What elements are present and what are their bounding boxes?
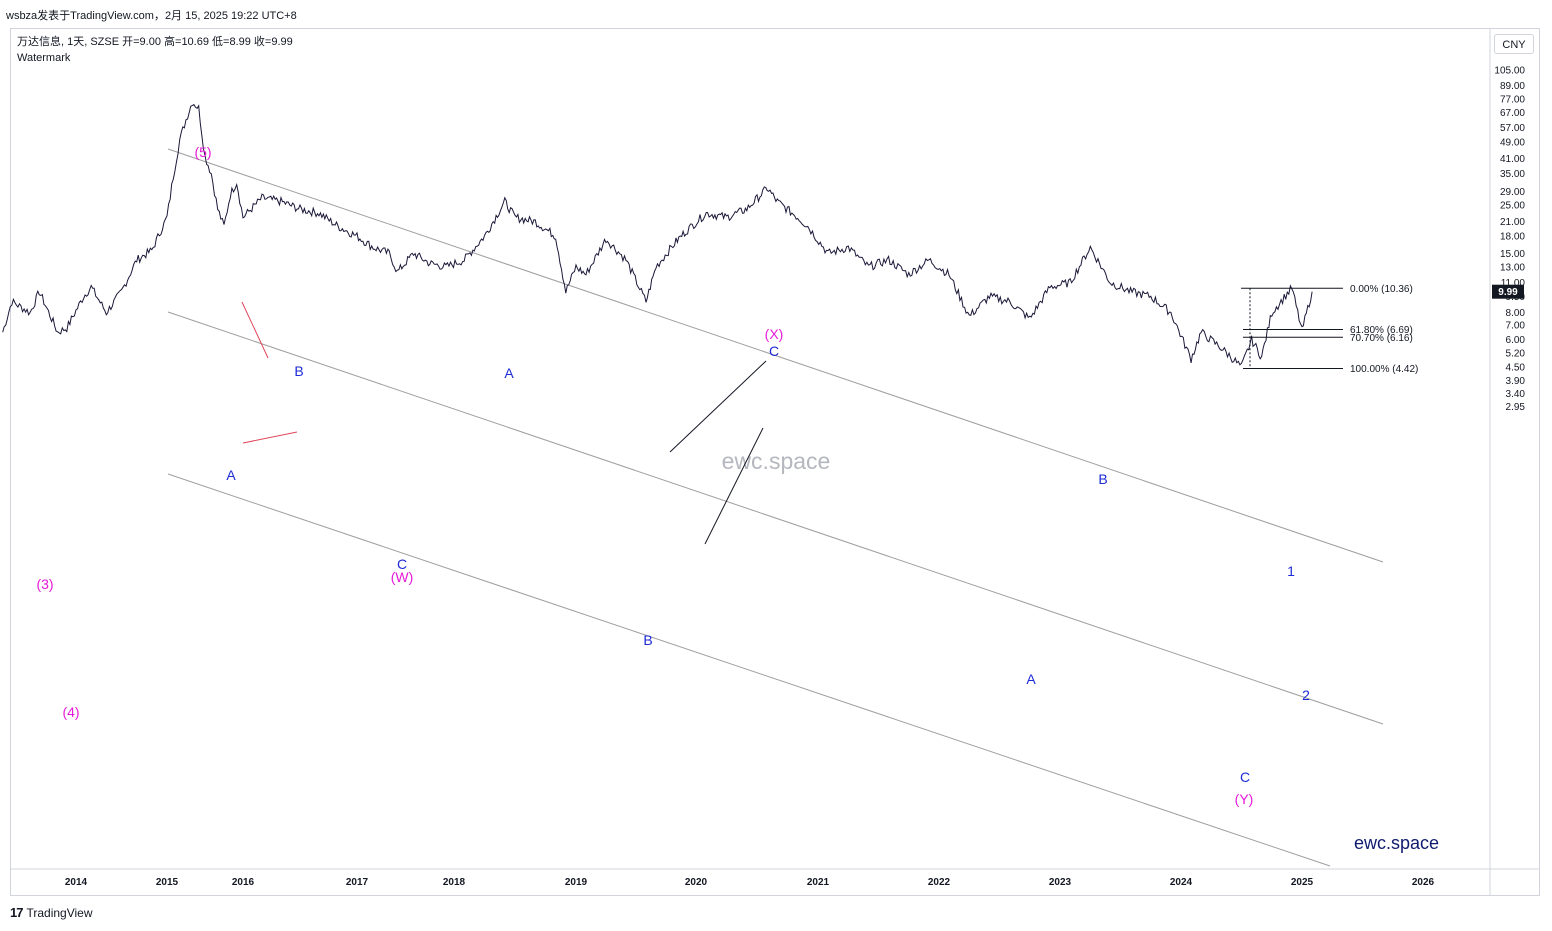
fib-level-label: 61.80% (6.69) <box>1350 325 1413 336</box>
wave-label-minor: C <box>397 556 407 572</box>
wave-label-minor: B <box>1098 471 1107 487</box>
watermark-indicator-label[interactable]: Watermark <box>17 52 71 64</box>
time-tick-label: 2022 <box>928 877 951 888</box>
time-tick-label: 2018 <box>443 877 466 888</box>
ohlc-legend: 万达信息, 1天, SZSE 开=9.00 高=10.69 低=8.99 收=9… <box>17 36 293 48</box>
tradingview-logo-icon: 17 <box>10 905 24 920</box>
price-tick-label: 41.00 <box>1500 154 1525 165</box>
tradingview-footer[interactable]: 17 TradingView <box>10 905 93 920</box>
axes-lines <box>10 28 1540 896</box>
wave-label-minor: A <box>1026 671 1036 687</box>
time-tick-label: 2016 <box>232 877 255 888</box>
price-tick-label: 29.00 <box>1500 187 1525 198</box>
corner-watermark: ewc.space <box>1354 833 1439 853</box>
wedge-line <box>704 427 764 545</box>
wave-label-major: (Y) <box>1235 791 1254 807</box>
price-tick-label: 77.00 <box>1500 95 1525 106</box>
price-tick-label: 11.00 <box>1501 278 1526 289</box>
time-tick-label: 2026 <box>1412 877 1435 888</box>
time-tick-label: 2019 <box>565 877 588 888</box>
wave-label-minor: C <box>769 343 779 359</box>
price-tick-label: 35.00 <box>1500 169 1525 180</box>
fibonacci-levels: 0.00% (10.36) 61.80% (6.69)70.70% (6.16) 1… <box>1241 284 1418 375</box>
wave-label-minor: 1 <box>1287 563 1295 579</box>
last-price-tag <box>1492 284 1524 299</box>
price-axis: 105.00 89.00 77.00 67.00 57.00 49.00 41.00 35.0… <box>1492 66 1526 413</box>
time-axis: 2014 2015 2016 2017 2018 2019 2020 2021 2022 2023… <box>65 877 1435 888</box>
time-tick-label: 2024 <box>1170 877 1193 888</box>
price-tick-label: 3.40 <box>1506 389 1526 400</box>
price-tick-label: 7.00 <box>1506 321 1526 332</box>
chart-frame[interactable] <box>10 28 1540 896</box>
price-tick-label: 105.00 <box>1494 66 1525 77</box>
time-tick-label: 2015 <box>156 877 179 888</box>
wave-label-minor: B <box>643 632 652 648</box>
wave-label-major: (X) <box>765 326 784 342</box>
time-tick-label: 2025 <box>1291 877 1314 888</box>
price-tick-label: 6.00 <box>1506 335 1526 346</box>
wave-label-major: (5) <box>194 144 211 160</box>
price-tick-label: 21.00 <box>1500 217 1525 228</box>
fib-level-label: 100.00% (4.42) <box>1350 364 1418 375</box>
price-tick-label: 4.50 <box>1506 362 1526 373</box>
price-line <box>2 103 1313 366</box>
center-watermark: ewc.space <box>722 448 831 474</box>
price-tick-label: 15.00 <box>1500 249 1525 260</box>
wave-label-minor: B <box>294 363 303 379</box>
price-tick-label: 2.95 <box>1506 402 1526 413</box>
price-tick-label: 13.00 <box>1500 262 1525 273</box>
time-tick-label: 2017 <box>346 877 369 888</box>
price-tick-label: 18.00 <box>1500 232 1525 243</box>
price-tick-label: 49.00 <box>1500 137 1525 148</box>
fib-level-label: 0.00% (10.36) <box>1350 284 1413 295</box>
time-tick-label: 2020 <box>685 877 708 888</box>
price-tick-label: 5.20 <box>1506 349 1526 360</box>
price-tick-label: 67.00 <box>1500 108 1525 119</box>
channel-line <box>167 148 1384 563</box>
attribution-text: wsbza发表于TradingView.com，2月 15, 2025 19:2… <box>6 10 297 22</box>
last-price-label: 9.99 <box>1498 287 1518 298</box>
wave-labels: (3) (4) (5) (W) (X) (Y) A B C A B C A B C 1 2 <box>36 144 1310 807</box>
channel-lines <box>167 148 1384 867</box>
wedge-line <box>669 360 767 453</box>
time-tick-label: 2014 <box>65 877 88 888</box>
triangle-line <box>242 431 298 444</box>
tradingview-brand: TradingView <box>26 905 93 920</box>
wave-label-major: (3) <box>36 576 53 592</box>
wave-label-minor: 2 <box>1302 687 1310 703</box>
time-tick-label: 2021 <box>807 877 830 888</box>
wave-label-major: (W) <box>391 569 414 585</box>
price-tick-label: 25.00 <box>1500 201 1525 212</box>
wave-label-major: (4) <box>62 704 79 720</box>
price-tick-label: 57.00 <box>1500 123 1525 134</box>
wave-label-minor: A <box>504 365 514 381</box>
chart-legend: 万达信息, 1天, SZSE 开=9.00 高=10.69 低=8.99 收=9… <box>17 34 293 66</box>
channel-line <box>167 311 1384 725</box>
price-tick-label: 8.00 <box>1506 308 1526 319</box>
price-series <box>2 103 1313 366</box>
price-tick-label: 89.00 <box>1500 81 1525 92</box>
triangle-line <box>241 301 269 359</box>
currency-button[interactable]: CNY <box>1494 34 1534 54</box>
drawing-lines <box>241 301 767 545</box>
price-tick-label: 3.90 <box>1506 376 1526 387</box>
wave-label-minor: A <box>226 467 236 483</box>
time-tick-label: 2023 <box>1049 877 1072 888</box>
channel-line <box>167 473 1331 867</box>
fib-level-label: 70.70% (6.16) <box>1350 333 1413 344</box>
wave-label-minor: C <box>1240 769 1250 785</box>
